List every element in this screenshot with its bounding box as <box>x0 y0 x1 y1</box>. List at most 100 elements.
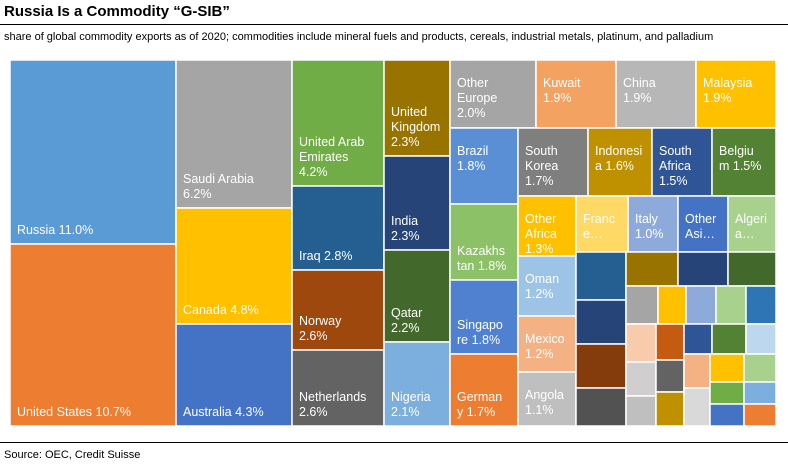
tile-label: Indonesi a 1.6% <box>595 144 642 173</box>
tile-other-asia: Other Asi… <box>677 195 729 253</box>
tile-label: United Arab Emirates 4.2% <box>299 135 364 179</box>
tile-label: India 2.3% <box>391 214 420 243</box>
tile-label: South Korea 1.7% <box>525 144 558 188</box>
chart-title: Russia Is a Commodity “G-SIB” <box>4 3 230 20</box>
tile-netherlands: Netherlands 2.6% <box>291 349 385 427</box>
tile-rect <box>627 195 679 253</box>
tile-rect <box>727 195 777 253</box>
tile-rect <box>575 195 629 253</box>
tile-angola: Angola 1.1% <box>517 371 577 427</box>
tile-rect <box>517 255 577 317</box>
tile-oman: Oman 1.2% <box>517 255 577 317</box>
small-tile <box>575 387 627 427</box>
tile-singapore: Singapo re 1.8% <box>449 279 519 355</box>
tile-italy: Italy 1.0% <box>627 195 679 253</box>
tile-nigeria: Nigeria 2.1% <box>383 341 451 427</box>
small-tile <box>743 353 777 383</box>
tile-rect <box>175 207 293 325</box>
tile-rect <box>517 315 577 373</box>
small-tile <box>625 361 657 397</box>
tile-rect <box>449 59 537 129</box>
tile-mexico: Mexico 1.2% <box>517 315 577 373</box>
small-tile <box>677 251 729 287</box>
tile-label: Algeri a… <box>735 212 767 241</box>
tile-rect <box>9 59 177 245</box>
chart-subtitle: share of global commodity exports as of … <box>4 31 714 43</box>
tile-russia: Russia 11.0% <box>9 59 177 245</box>
small-tile <box>655 359 685 393</box>
top-divider <box>0 24 788 25</box>
tile-china: China 1.9% <box>615 59 697 129</box>
small-tile <box>709 353 745 383</box>
small-tile <box>625 251 679 287</box>
small-tile <box>575 299 627 345</box>
small-tile <box>625 323 657 363</box>
tile-label: Russia 11.0% <box>17 223 93 237</box>
tile-label: Angola 1.1% <box>525 388 564 417</box>
tile-malaysia: Malaysia 1.9% <box>695 59 777 129</box>
tile-label: Malaysia 1.9% <box>703 76 752 105</box>
tile-kazakhstan: Kazakhs tan 1.8% <box>449 203 519 281</box>
small-tile <box>683 323 713 355</box>
small-tile <box>655 391 685 427</box>
tile-india: India 2.3% <box>383 155 451 251</box>
small-tile <box>715 285 747 325</box>
tile-rect <box>175 59 293 209</box>
tile-label: Iraq 2.8% <box>299 249 353 263</box>
tile-label: Kuwait 1.9% <box>543 76 581 105</box>
tile-rect <box>651 127 713 197</box>
tile-france: Franc e… <box>575 195 629 253</box>
tile-label: Singapo re 1.8% <box>457 318 503 347</box>
small-tile <box>683 353 711 389</box>
tile-kuwait: Kuwait 1.9% <box>535 59 617 129</box>
tile-rect <box>9 243 177 427</box>
small-tile <box>709 381 745 405</box>
tile-germany: German y 1.7% <box>449 353 519 427</box>
tile-label: Other Europe 2.0% <box>457 76 497 120</box>
small-tile <box>743 381 777 405</box>
tile-label: Qatar 2.2% <box>391 306 422 335</box>
small-tile <box>575 251 627 301</box>
tile-canada: Canada 4.8% <box>175 207 293 325</box>
tile-other-africa: Other Africa 1.3% <box>517 195 577 257</box>
tile-label: Kazakhs tan 1.8% <box>457 244 506 273</box>
small-tile <box>625 395 657 427</box>
small-tile <box>575 343 627 389</box>
small-tile <box>657 285 687 325</box>
tile-label: Belgiu m 1.5% <box>719 144 761 173</box>
tile-indonesia: Indonesi a 1.6% <box>587 127 653 197</box>
tile-label: Italy 1.0% <box>635 212 664 241</box>
tile-united-states: United States 10.7% <box>9 243 177 427</box>
tile-united-arab-emirates: United Arab Emirates 4.2% <box>291 59 385 187</box>
small-tile <box>683 387 711 427</box>
tile-label: Franc e… <box>583 212 615 241</box>
small-tile <box>745 285 777 325</box>
tile-iraq: Iraq 2.8% <box>291 185 385 271</box>
tile-norway: Norway 2.6% <box>291 269 385 351</box>
tile-south-africa: South Africa 1.5% <box>651 127 713 197</box>
treemap-small-tiles <box>575 251 777 427</box>
tile-rect <box>291 269 385 351</box>
tile-rect <box>291 349 385 427</box>
tile-other-europe: Other Europe 2.0% <box>449 59 537 129</box>
tile-rect <box>677 195 729 253</box>
tile-label: Oman 1.2% <box>525 272 559 301</box>
tile-label: Nigeria 2.1% <box>391 390 431 419</box>
tile-label: Mexico 1.2% <box>525 332 565 361</box>
small-tile <box>625 285 659 325</box>
tile-rect <box>711 127 777 197</box>
small-tile <box>743 403 777 427</box>
tile-rect <box>695 59 777 129</box>
treemap-tiles: Russia 11.0% United States 10.7% Saudi Ara… <box>9 59 777 427</box>
tile-rect <box>517 127 589 197</box>
tile-label: United States 10.7% <box>17 405 131 419</box>
tile-label: South Africa 1.5% <box>659 144 692 188</box>
tile-belgium: Belgiu m 1.5% <box>711 127 777 197</box>
small-tile <box>727 251 777 287</box>
tile-united-kingdom: United Kingdom 2.3% <box>383 59 451 157</box>
small-tile <box>655 323 685 361</box>
tile-saudi-arabia: Saudi Arabia 6.2% <box>175 59 293 209</box>
tile-label: Norway 2.6% <box>299 314 342 343</box>
tile-label: Saudi Arabia 6.2% <box>183 172 254 201</box>
